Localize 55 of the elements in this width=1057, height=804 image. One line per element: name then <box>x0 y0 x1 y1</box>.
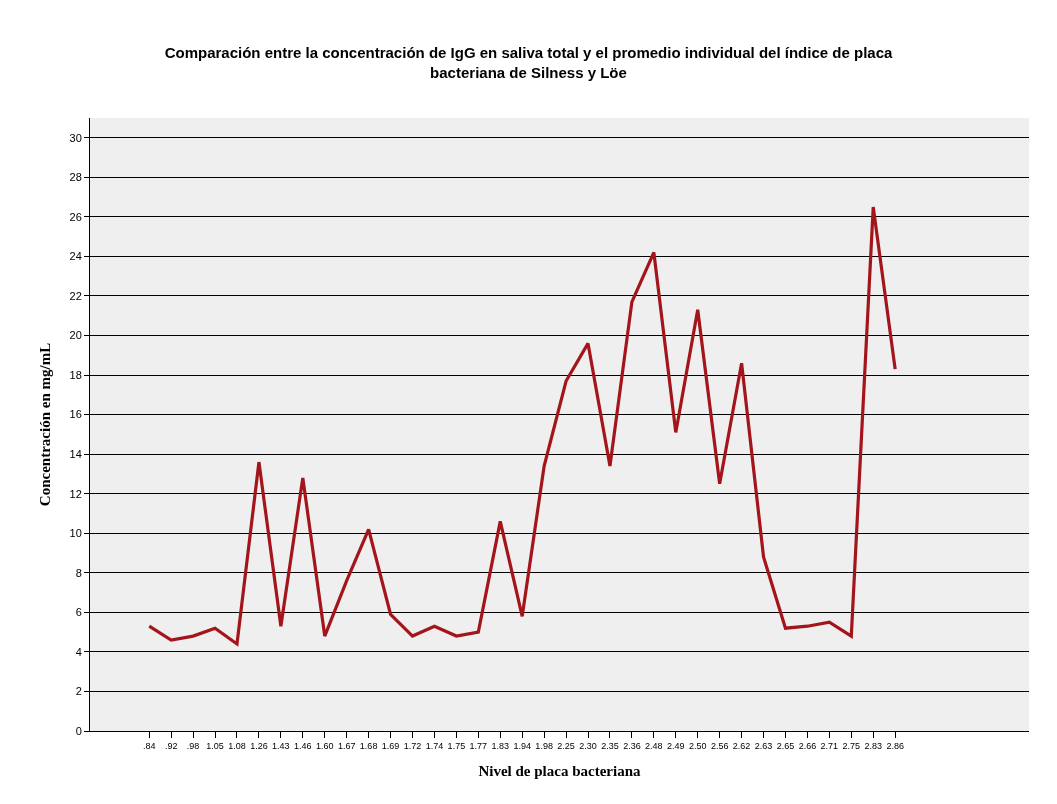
y-tick-label: 2 <box>75 685 82 698</box>
x-tick-label: 1.60 <box>315 740 334 751</box>
x-tick-label: 2.49 <box>667 740 685 751</box>
x-tick-label: 1.94 <box>513 740 531 751</box>
y-tick-label: 14 <box>69 448 82 461</box>
x-tick-label: 2.86 <box>886 740 904 751</box>
x-tick-label: 2.75 <box>842 740 861 751</box>
x-tick-label: 1.08 <box>228 740 246 751</box>
x-tick-label: 1.72 <box>403 740 422 751</box>
y-tick-label: 10 <box>69 527 82 540</box>
x-axis-title: Nivel de placa bacteriana <box>478 762 642 779</box>
x-tick-label: 2.65 <box>776 740 795 751</box>
y-tick-label: 12 <box>69 487 82 500</box>
y-tick-label: 8 <box>75 566 82 579</box>
x-tick-label: 1.75 <box>447 740 466 751</box>
y-tick-label: 4 <box>75 645 82 658</box>
x-tick-label: 2.50 <box>688 740 707 751</box>
x-tick-label: 1.74 <box>425 740 444 751</box>
chart-title: Comparación entre la concentración de IgG en saliva total y el promedio individual del índice de placa bacteriana de Silness y Löe <box>164 44 893 81</box>
x-tick-label: 1.05 <box>206 740 224 751</box>
y-tick-label: 28 <box>69 171 82 184</box>
x-tick-label: 1.83 <box>491 740 510 751</box>
y-tick-label: 0 <box>75 724 82 737</box>
x-tick-label: 2.48 <box>645 740 663 751</box>
x-tick-label: 2.56 <box>710 740 729 751</box>
x-tick-label: 1.43 <box>272 740 290 751</box>
x-tick-label: 2.62 <box>732 740 751 751</box>
y-tick-label: 18 <box>69 368 82 381</box>
x-tick-label: 2.25 <box>557 740 575 751</box>
y-tick-label: 20 <box>69 329 82 342</box>
x-tick-label: 1.68 <box>359 740 378 751</box>
x-tick-label: 1.26 <box>250 740 268 751</box>
x-tick-label: 2.63 <box>754 740 773 751</box>
x-tick-label: 1.98 <box>535 740 553 751</box>
y-axis-title: Concentración en mg/mL <box>36 342 53 507</box>
y-tick-label: 24 <box>69 250 82 263</box>
y-tick-label: 30 <box>69 131 82 144</box>
y-tick-label: 26 <box>69 210 82 223</box>
x-tick-label: 2.66 <box>798 740 817 751</box>
x-tick-label: 2.71 <box>820 740 839 751</box>
x-tick-label: .98 <box>186 740 200 751</box>
x-tick-label: 1.67 <box>337 740 356 751</box>
y-tick-label: 16 <box>69 408 82 421</box>
x-tick-label: 2.83 <box>864 740 882 751</box>
x-tick-label: 2.30 <box>579 740 597 751</box>
y-tick-label: 6 <box>75 606 82 619</box>
x-tick-label: 2.35 <box>601 740 619 751</box>
x-tick-label: 1.46 <box>294 740 312 751</box>
x-tick-label: 1.69 <box>381 740 400 751</box>
y-tick-label: 22 <box>69 289 82 302</box>
x-tick-label: 1.77 <box>469 740 488 751</box>
x-tick-label: .84 <box>142 740 156 751</box>
line-series <box>147 205 897 646</box>
x-tick-label: 2.36 <box>623 740 641 751</box>
x-tick-label: .92 <box>164 740 178 751</box>
